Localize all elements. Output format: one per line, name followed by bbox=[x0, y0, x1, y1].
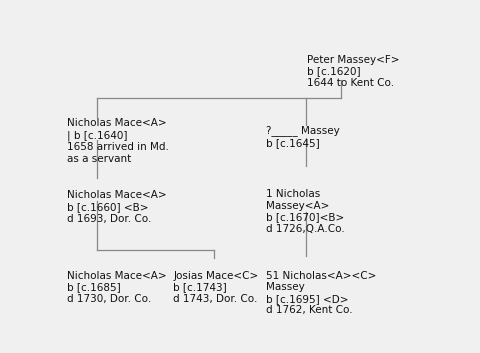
Text: Nicholas Mace<A>
| b [c.1640]
1658 arrived in Md.
as a servant: Nicholas Mace<A> | b [c.1640] 1658 arriv… bbox=[67, 119, 169, 164]
Text: Peter Massey<F>
b [c.1620]
1644 to Kent Co.: Peter Massey<F> b [c.1620] 1644 to Kent … bbox=[307, 55, 400, 88]
Text: 51 Nicholas<A><C>
Massey
b [c.1695] <D>
d 1762, Kent Co.: 51 Nicholas<A><C> Massey b [c.1695] <D> … bbox=[266, 271, 377, 316]
Text: Josias Mace<C>
b [c.1743]
d 1743, Dor. Co.: Josias Mace<C> b [c.1743] d 1743, Dor. C… bbox=[173, 271, 259, 304]
Text: Nicholas Mace<A>
b [c.1660] <B>
d 1693, Dor. Co.: Nicholas Mace<A> b [c.1660] <B> d 1693, … bbox=[67, 191, 167, 224]
Text: 1 Nicholas
Massey<A>
b [c.1670]<B>
d 1726,Q.A.Co.: 1 Nicholas Massey<A> b [c.1670]<B> d 172… bbox=[266, 189, 345, 234]
Text: Nicholas Mace<A>
b [c.1685]
d 1730, Dor. Co.: Nicholas Mace<A> b [c.1685] d 1730, Dor.… bbox=[67, 271, 167, 304]
Text: ?_____ Massey
b [c.1645]: ?_____ Massey b [c.1645] bbox=[266, 125, 340, 148]
